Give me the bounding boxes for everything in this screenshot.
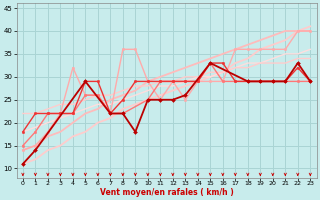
X-axis label: Vent moyen/en rafales ( km/h ): Vent moyen/en rafales ( km/h ) bbox=[100, 188, 234, 197]
